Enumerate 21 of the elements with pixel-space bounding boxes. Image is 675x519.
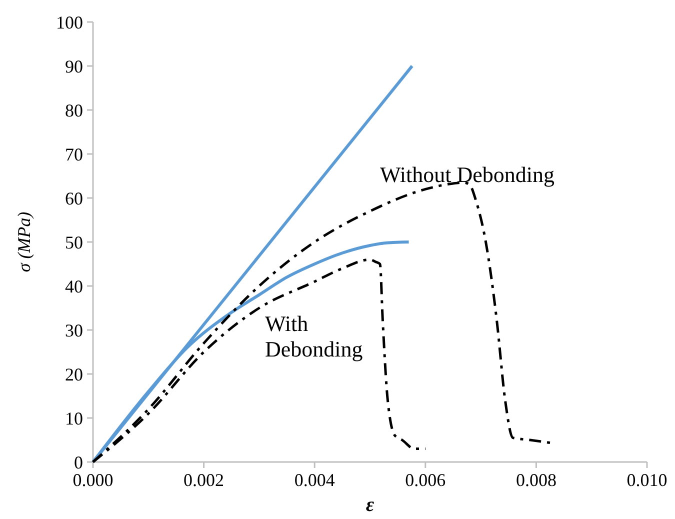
annotation: With Debonding xyxy=(265,311,363,362)
x-tick-label: 0.000 xyxy=(72,470,114,490)
y-tick-label: 100 xyxy=(56,12,83,32)
x-tick-label: 0.004 xyxy=(294,470,335,490)
x-tick-label: 0.010 xyxy=(626,470,668,490)
y-axis-title: σ (MPa) xyxy=(14,212,34,272)
y-tick-label: 80 xyxy=(65,100,83,120)
annotation: Without Debonding xyxy=(380,162,554,187)
x-tick-label: 0.002 xyxy=(184,470,224,490)
y-tick-label: 60 xyxy=(65,188,83,208)
y-tick-label: 50 xyxy=(65,232,83,252)
y-tick-label: 70 xyxy=(65,144,83,164)
x-tick-label: 0.006 xyxy=(405,470,446,490)
x-tick-label: 0.008 xyxy=(516,470,556,490)
y-tick-label: 0 xyxy=(74,452,83,472)
x-axis-title: ε xyxy=(366,494,375,516)
y-tick-label: 10 xyxy=(65,408,83,428)
y-tick-label: 40 xyxy=(65,276,83,296)
y-tick-label: 20 xyxy=(65,364,83,384)
y-tick-label: 90 xyxy=(65,56,83,76)
y-tick-label: 30 xyxy=(65,320,83,340)
